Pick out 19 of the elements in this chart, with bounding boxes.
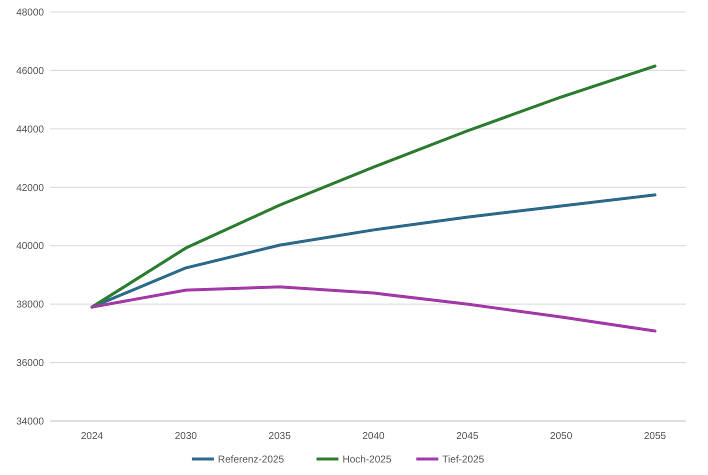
- x-tick-label: 2030: [174, 431, 198, 442]
- x-tick-label: 2045: [456, 431, 479, 442]
- line-series: [90, 285, 656, 333]
- x-tick-label: 2050: [550, 431, 573, 442]
- y-tick-label: 44000: [16, 124, 44, 136]
- y-tick-label: 34000: [16, 416, 44, 428]
- x-tick-label: 2055: [644, 431, 667, 442]
- y-tick-label: 36000: [16, 358, 44, 370]
- x-tick-label: 2035: [268, 431, 292, 442]
- y-tick-label: 40000: [16, 241, 44, 252]
- x-tick-label: 2024: [80, 431, 104, 442]
- y-tick-label: 46000: [16, 66, 44, 77]
- legend-label: Hoch-2025: [342, 454, 392, 466]
- y-tick-label: 38000: [16, 300, 44, 311]
- legend-label: Tief-2025: [442, 454, 485, 466]
- y-tick-label: 42000: [16, 182, 44, 194]
- y-tick-label: 48000: [16, 8, 44, 18]
- x-tick-label: 2040: [362, 431, 386, 442]
- legend-label: Referenz-2025: [218, 454, 284, 466]
